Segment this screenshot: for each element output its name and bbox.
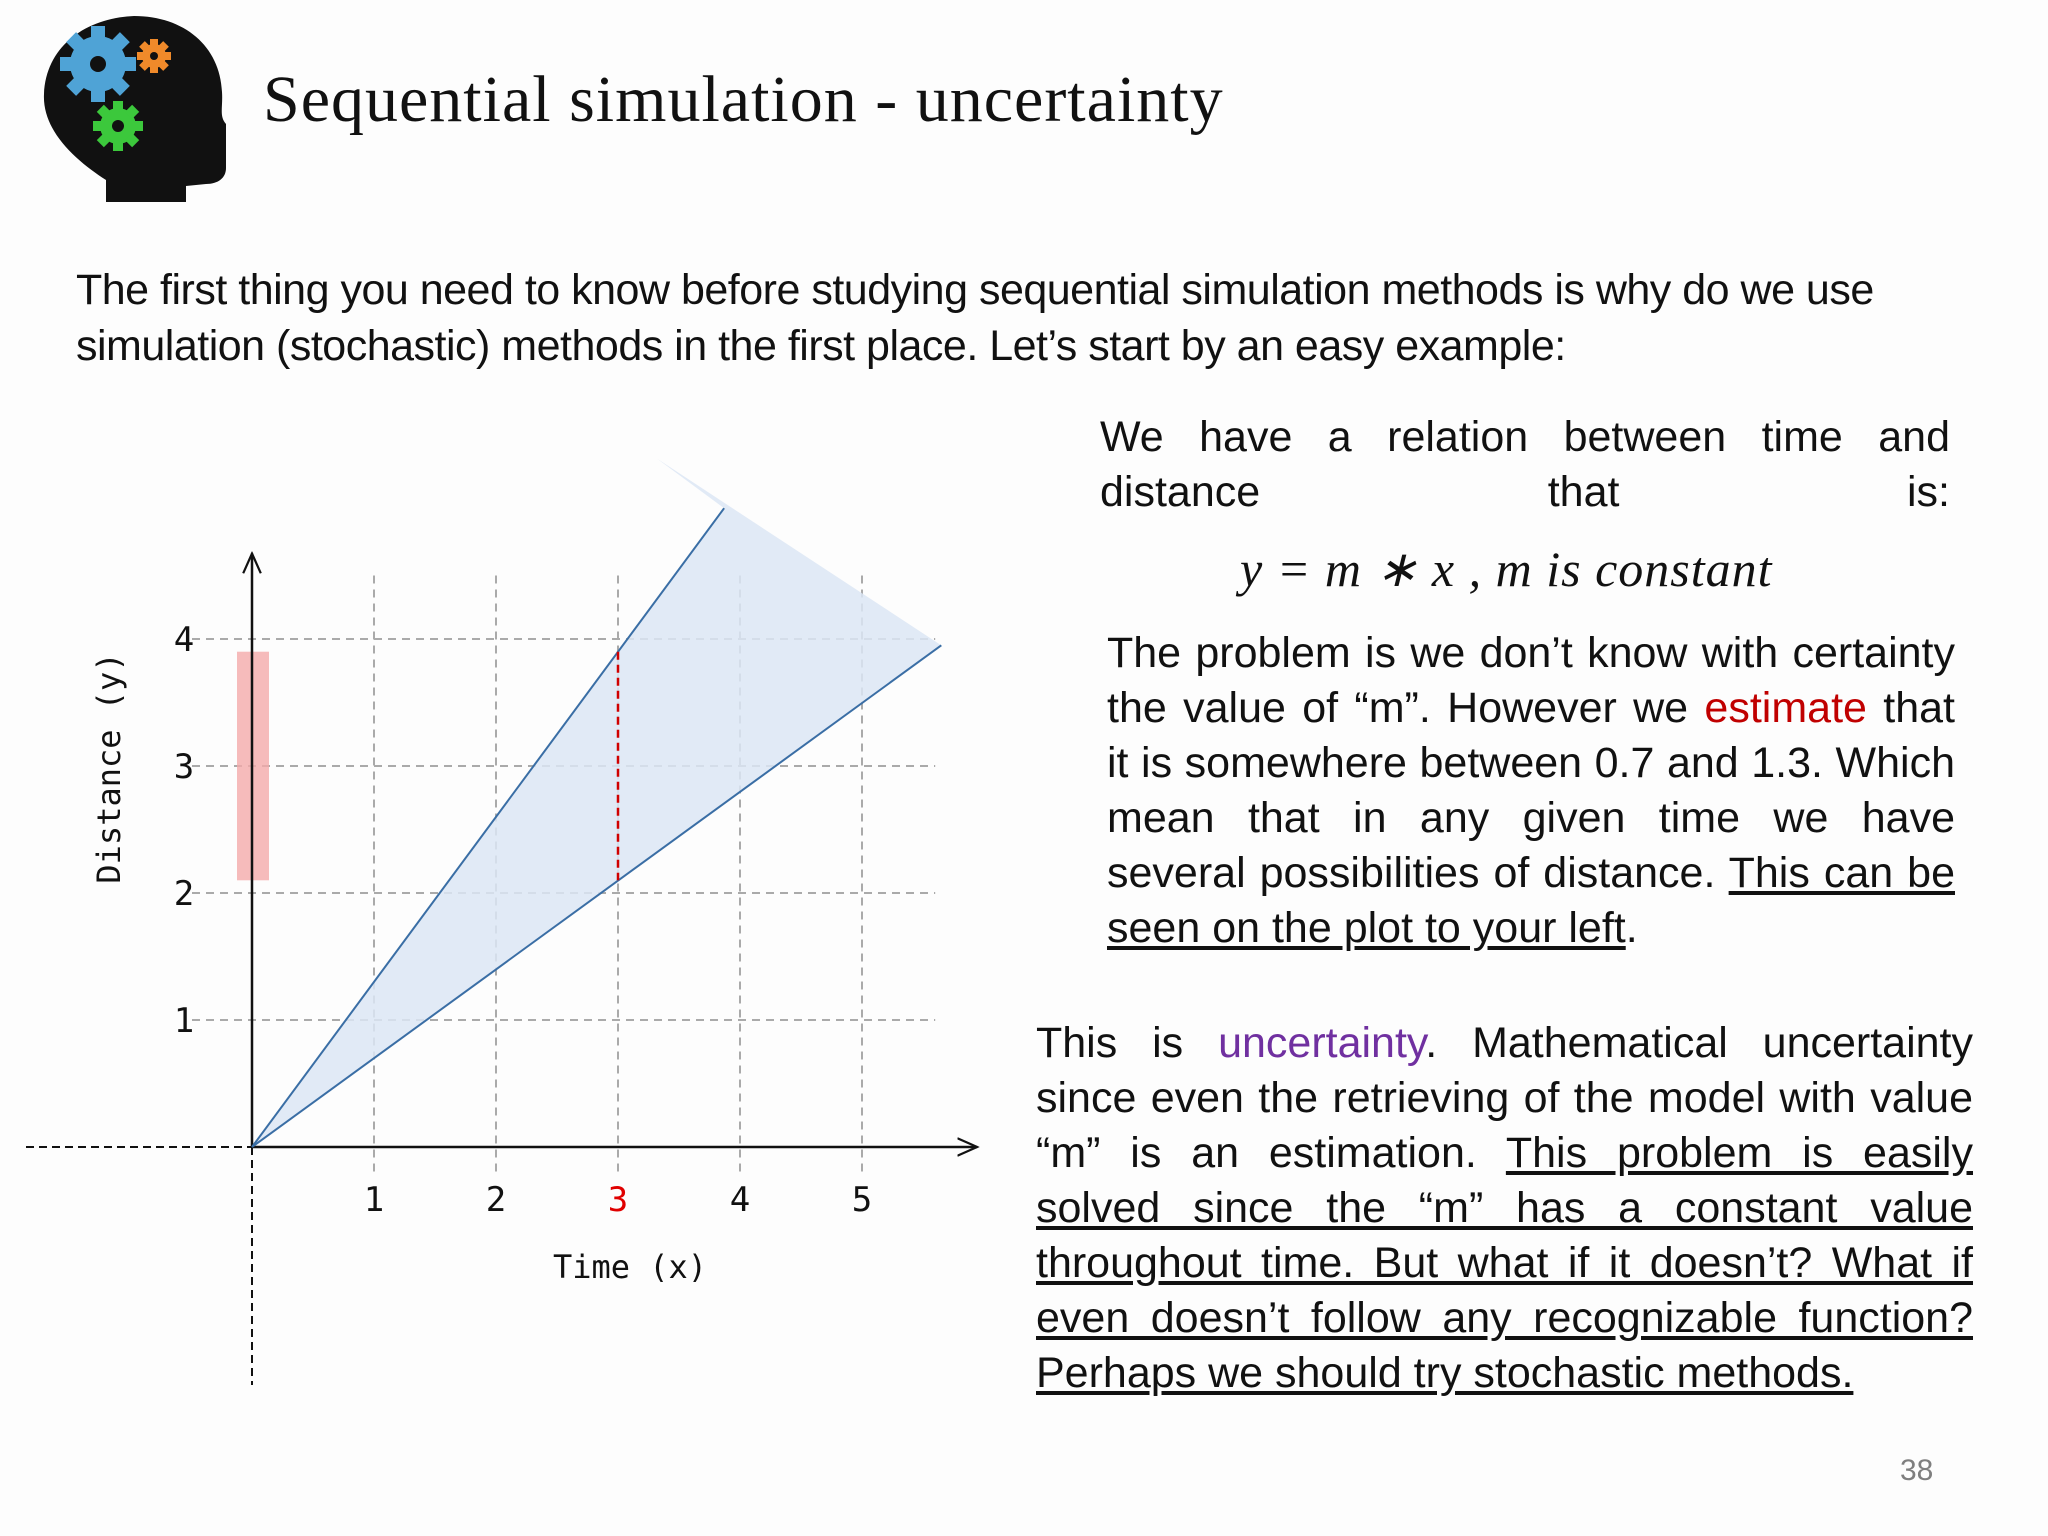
y-axis-label: Distance (y) (90, 652, 128, 883)
x-tick-label-1: 1 (364, 1180, 384, 1220)
relation-paragraph: We have a relation between time and dist… (1100, 410, 1950, 520)
slide-title: Sequential simulation - uncertainty (263, 63, 1224, 136)
series-line-2 (251, 644, 942, 1148)
problem-text-cont: that it is somewhere between 0.7 and 1.3… (1107, 684, 1955, 897)
x-tick-label-4: 4 (730, 1180, 750, 1220)
y-tick-label-1: 1 (174, 1001, 194, 1041)
x-tick-label-3: 3 (608, 1180, 628, 1220)
y-tick-label-2: 2 (174, 874, 194, 914)
stochastic-methods-note: This problem is easily solved since the … (1036, 1129, 1973, 1397)
uncertainty-paragraph: This is uncertainty. Mathematical uncert… (1036, 1016, 1973, 1401)
y-tick-label-4: 4 (174, 620, 194, 660)
uncertainty-band-layer (237, 458, 942, 1147)
relation-text: We have a relation between time and dist… (1100, 413, 1950, 516)
head-gears-logo (43, 16, 226, 202)
axes (26, 554, 977, 1385)
x-axis-label: Time (x) (553, 1248, 707, 1286)
blue-gear-icon (60, 26, 136, 102)
x-tick-label-5: 5 (852, 1180, 872, 1220)
page-number: 38 (1900, 1454, 1934, 1487)
y-tick-label-3: 3 (174, 747, 194, 787)
uncertainty-chart: 1 2 3 4 5 1 2 3 4 Time (x) Distance (y) (26, 458, 1020, 1385)
plot-reference-link[interactable]: This can be seen on the plot to your lef… (1107, 849, 1955, 952)
uncertainty-highlight: uncertainty (1218, 1019, 1426, 1067)
problem-text-end: . (1625, 904, 1638, 952)
uncertainty-text: This is (1036, 1019, 1219, 1067)
series-lines (251, 507, 942, 1148)
intro-paragraph: The first thing you need to know before … (76, 266, 1874, 370)
equation: y = m ∗ x , m is constant (1240, 541, 1773, 597)
orange-gear-icon (137, 39, 171, 73)
uncertainty-text-cont: . Mathematical uncertainty since even th… (1036, 1019, 1974, 1177)
problem-paragraph: The problem is we don’t know with certai… (1107, 626, 1955, 956)
tick-labels: 1 2 3 4 5 1 2 3 4 (174, 620, 872, 1220)
series-line-1 (251, 507, 725, 1148)
estimate-highlight: estimate (1704, 684, 1867, 732)
x-tick-label-2: 2 (486, 1180, 506, 1220)
uncertainty-band (252, 458, 942, 1147)
problem-text: The problem is we don’t know with certai… (1107, 629, 1955, 732)
green-gear-icon (93, 101, 143, 151)
